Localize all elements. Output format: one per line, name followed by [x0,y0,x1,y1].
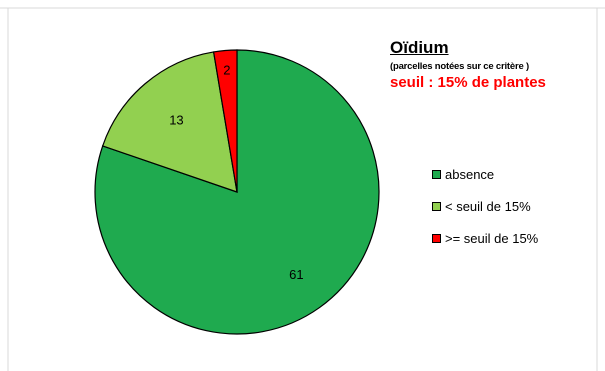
chart-subtitle: (parcelles notées sur ce critère ) [390,61,529,72]
chart-title: Oïdium [390,38,449,57]
legend-item-absence: absence [432,166,538,182]
legend-swatch-below-threshold [432,201,441,211]
pie-chart: 61 13 2 [94,49,380,335]
legend-label-absence: absence [445,166,495,182]
legend-swatch-absence [432,169,441,179]
legend-item-above-threshold: >= seuil de 15% [432,230,538,246]
legend: absence < seuil de 15% >= seuil de 15% [432,166,538,262]
legend-item-below-threshold: < seuil de 15% [432,198,538,214]
pie-slice-absence [94,49,380,335]
legend-swatch-above-threshold [432,233,441,243]
data-label-above-threshold: 2 [223,62,230,77]
legend-label-above-threshold: >= seuil de 15% [445,230,539,246]
pie-slice-below-threshold [101,51,238,193]
data-label-below-threshold: 13 [169,112,183,127]
threshold-annotation: seuil : 15% de plantes [390,74,546,91]
data-label-absence: 61 [289,267,303,282]
title-block: Oïdium (parcelles notées sur ce critère … [390,38,590,91]
pie-slice-above-threshold [212,49,238,193]
legend-label-below-threshold: < seuil de 15% [445,198,531,214]
